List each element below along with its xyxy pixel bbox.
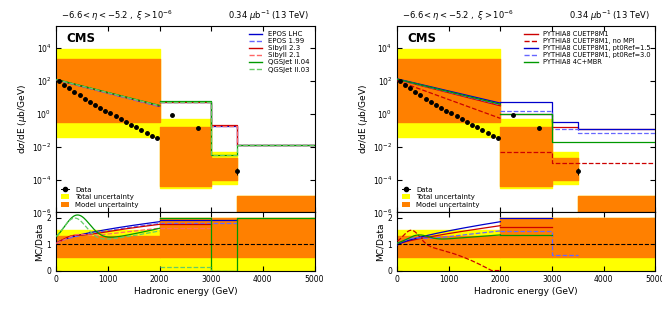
- Y-axis label: d$\sigma$/dE ($\mu$b/GeV): d$\sigma$/dE ($\mu$b/GeV): [17, 84, 29, 155]
- Text: $-6.6 < \eta < -5.2\ ,\ \xi >10^{-6}$: $-6.6 < \eta < -5.2\ ,\ \xi >10^{-6}$: [62, 8, 173, 23]
- Y-axis label: MC/Data: MC/Data: [375, 222, 385, 261]
- Legend: Data, Total uncertainty, Model uncertainty: Data, Total uncertainty, Model uncertain…: [60, 185, 140, 209]
- Text: $0.34\ \mu\mathrm{b}^{-1}\ (13\ \mathrm{TeV})$: $0.34\ \mu\mathrm{b}^{-1}\ (13\ \mathrm{…: [569, 8, 650, 23]
- Text: CMS: CMS: [408, 32, 436, 45]
- X-axis label: Hadronic energy (GeV): Hadronic energy (GeV): [475, 287, 578, 296]
- Y-axis label: d$\sigma$/dE ($\mu$b/GeV): d$\sigma$/dE ($\mu$b/GeV): [357, 84, 370, 155]
- Text: $-6.6 < \eta < -5.2\ ,\ \xi >10^{-6}$: $-6.6 < \eta < -5.2\ ,\ \xi >10^{-6}$: [402, 8, 514, 23]
- Text: $0.34\ \mu\mathrm{b}^{-1}\ (13\ \mathrm{TeV})$: $0.34\ \mu\mathrm{b}^{-1}\ (13\ \mathrm{…: [228, 8, 309, 23]
- Y-axis label: MC/Data: MC/Data: [35, 222, 44, 261]
- Text: CMS: CMS: [67, 32, 95, 45]
- X-axis label: Hadronic energy (GeV): Hadronic energy (GeV): [134, 287, 237, 296]
- Legend: Data, Total uncertainty, Model uncertainty: Data, Total uncertainty, Model uncertain…: [401, 185, 481, 209]
